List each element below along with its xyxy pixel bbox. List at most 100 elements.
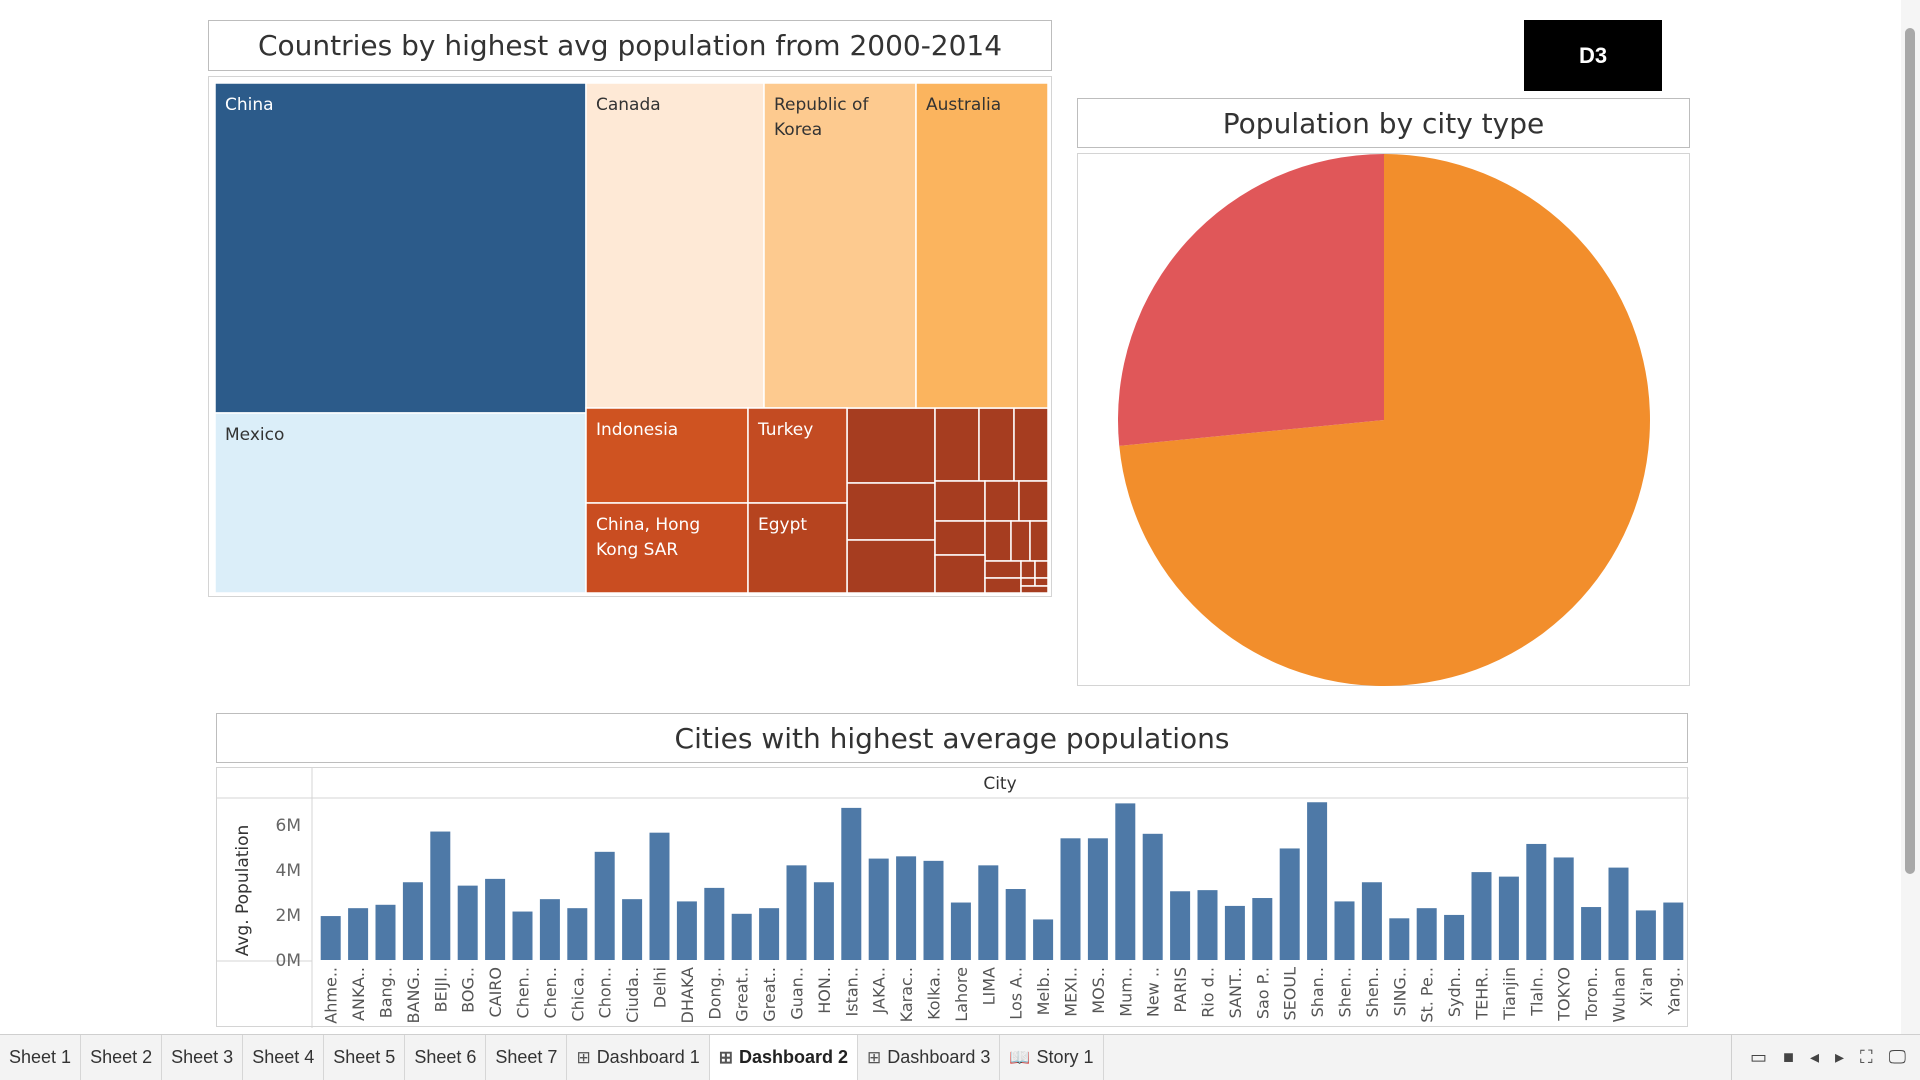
treemap-cell-australia[interactable] [915,82,1049,409]
bar[interactable] [457,885,478,960]
treemap-cell-small[interactable] [1010,520,1031,562]
tab-dashboard-3[interactable]: ⊞ Dashboard 3 [858,1035,1001,1080]
treemap-cell-small[interactable] [846,407,936,484]
bar[interactable] [594,851,615,960]
treemap-chart[interactable]: China Mexico Canada Republic of Korea Austral… [208,76,1052,597]
bar[interactable] [1224,905,1245,960]
bar[interactable] [320,916,341,960]
bar[interactable] [1389,918,1410,960]
treemap-cell-small[interactable] [1034,560,1049,579]
treemap-cell-small[interactable] [1020,560,1036,579]
treemap-svg[interactable]: China Mexico Canada Republic of Korea Austral… [209,77,1053,598]
bar-chart[interactable]: City Avg. Population 0M 2M 4M 6M Ahme.. ANKA.. B… [216,767,1689,1028]
bar[interactable] [704,887,725,960]
treemap-cell-mexico[interactable] [214,412,587,594]
bar[interactable] [485,878,506,960]
bar[interactable] [1361,882,1382,960]
tab-sheet-5[interactable]: Sheet 5 [324,1035,406,1080]
bar[interactable] [1498,876,1519,960]
bar[interactable] [1142,833,1163,960]
treemap-cell-small[interactable] [934,407,980,482]
bar[interactable] [978,865,999,960]
bar[interactable] [1608,867,1629,960]
bar[interactable] [649,832,670,960]
tab-sheet-1[interactable]: Sheet 1 [0,1035,82,1080]
fullscreen-icon[interactable]: ⛶ [1860,1047,1873,1067]
bar[interactable] [786,865,807,960]
bar[interactable] [1197,890,1218,960]
bar[interactable] [1416,908,1437,960]
bar[interactable] [1060,838,1081,960]
treemap-cell-small[interactable] [978,407,1015,482]
pie-slice-1[interactable] [1118,154,1384,446]
bar[interactable] [375,904,396,960]
treemap-cell-indonesia[interactable] [585,407,749,504]
treemap-cell-korea[interactable] [763,82,917,409]
bar[interactable] [868,858,889,960]
bar[interactable] [1663,902,1684,960]
treemap-cell-small[interactable] [984,577,1022,594]
bar[interactable] [348,908,369,960]
presentation-mode-icon[interactable]: 🖵 [1888,1047,1906,1067]
tab-dashboard-2[interactable]: ⊞ Dashboard 2 [709,1035,859,1080]
treemap-cell-china[interactable] [214,82,587,414]
treemap-cell-small[interactable] [1034,577,1049,587]
bar[interactable] [1252,898,1273,960]
bar[interactable] [1471,872,1492,960]
scrollbar-thumb[interactable] [1905,28,1915,874]
treemap-cell-small[interactable] [1013,407,1049,482]
previous-tab-icon[interactable]: ◂ [1809,1047,1819,1067]
treemap-cell-small[interactable] [1029,520,1049,562]
next-tab-icon[interactable]: ▸ [1834,1047,1845,1067]
bar[interactable] [1033,919,1054,960]
treemap-cell-small[interactable] [1018,480,1049,522]
treemap-cell-hongkong[interactable] [585,502,749,594]
treemap-cell-small[interactable] [934,480,986,522]
pie-slice-0[interactable] [1119,154,1650,686]
filmstrip-view-icon[interactable]: ▭ [1750,1047,1768,1067]
bar[interactable] [1005,889,1026,960]
tab-dashboard-1[interactable]: ⊞ Dashboard 1 [567,1035,710,1080]
tab-sheet-3[interactable]: Sheet 3 [162,1035,244,1080]
tab-story-1[interactable]: 📖 Story 1 [1000,1035,1104,1080]
bar[interactable] [512,911,533,960]
bar[interactable] [731,913,752,960]
bar[interactable] [923,860,944,960]
bar[interactable] [1444,914,1465,960]
bar[interactable] [759,908,780,960]
bar[interactable] [1334,901,1355,960]
tab-view-icon[interactable]: ■ [1783,1047,1794,1067]
bar[interactable] [1581,907,1602,960]
bar[interactable] [1526,843,1547,960]
bar[interactable] [1115,803,1136,960]
bar[interactable] [430,831,451,960]
d3-button[interactable]: D3 [1524,20,1662,91]
tab-sheet-6[interactable]: Sheet 6 [405,1035,487,1080]
treemap-cell-small[interactable] [1020,577,1036,587]
bar[interactable] [539,899,560,960]
bar[interactable] [1279,848,1300,960]
bar[interactable] [402,882,423,960]
treemap-cell-egypt[interactable] [747,502,848,594]
bar[interactable] [896,856,917,960]
treemap-cell-small[interactable] [934,520,986,556]
tab-sheet-2[interactable]: Sheet 2 [81,1035,163,1080]
treemap-cell-small[interactable] [984,560,1022,579]
treemap-cell-canada[interactable] [585,82,765,409]
treemap-cell-small[interactable] [1020,585,1049,594]
bar[interactable] [1087,838,1108,960]
bar[interactable] [622,899,643,960]
bar[interactable] [1307,802,1328,960]
bar[interactable] [1635,910,1656,960]
pie-svg[interactable] [1078,154,1691,687]
bar[interactable] [813,882,834,960]
bar-chart-svg[interactable]: City Avg. Population 0M 2M 4M 6M Ahme.. ANKA.. B… [217,768,1689,1028]
bar[interactable] [567,908,588,960]
treemap-cell-small[interactable] [934,554,986,594]
pie-chart[interactable] [1077,153,1690,686]
tab-sheet-7[interactable]: Sheet 7 [486,1035,568,1080]
bar[interactable] [1553,857,1574,960]
treemap-cell-small[interactable] [846,482,936,541]
tab-sheet-4[interactable]: Sheet 4 [243,1035,325,1080]
bar[interactable] [841,807,862,960]
